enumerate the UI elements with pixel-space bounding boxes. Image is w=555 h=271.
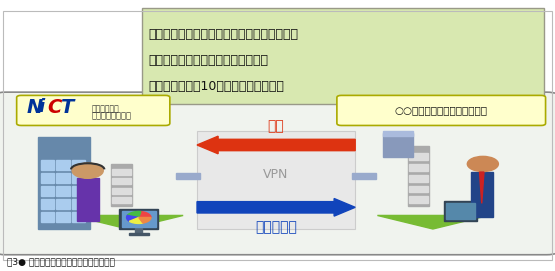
Bar [176,173,200,179]
Bar [409,175,428,182]
Bar [57,160,69,170]
Polygon shape [139,212,151,217]
FancyBboxPatch shape [0,92,555,255]
Bar [383,133,413,157]
Polygon shape [127,215,139,221]
Bar [57,173,69,183]
Text: 図3● 小規模攻撃再現環境の利用イメージ: 図3● 小規模攻撃再現環境の利用イメージ [7,257,114,266]
Circle shape [467,156,498,172]
Bar [409,186,428,192]
Text: T: T [60,98,73,117]
Bar [77,178,99,221]
Bar [129,233,149,235]
Bar [112,188,131,194]
Bar [446,203,475,219]
Bar [408,146,429,206]
FancyBboxPatch shape [142,8,544,104]
Polygon shape [480,172,484,203]
Text: ○○社セキュリティ対策チーム: ○○社セキュリティ対策チーム [395,105,488,115]
Polygon shape [129,217,143,223]
Bar [41,186,54,196]
Bar [135,228,142,234]
Bar [41,160,54,170]
Bar [41,173,54,183]
Text: 検体: 検体 [268,119,284,133]
Circle shape [72,163,103,178]
Bar [409,164,428,171]
Bar [471,172,493,217]
Bar [57,199,69,209]
Text: C: C [48,98,62,117]
Text: i: i [39,98,45,116]
Polygon shape [127,212,141,217]
Text: ・施設の利用規模および日時を予約: ・施設の利用規模および日時を予約 [149,54,269,67]
Bar [383,131,413,136]
Bar [57,186,69,196]
Text: VPN: VPN [263,168,289,181]
Bar [409,196,428,203]
Bar [72,186,85,196]
Bar [57,212,69,222]
Text: ・複数社のセキュリティ対策チームにて共用: ・複数社のセキュリティ対策チームにて共用 [149,28,299,41]
Bar [72,212,85,222]
Polygon shape [72,215,183,229]
Bar [112,169,131,175]
Bar [444,201,477,221]
Bar [197,131,355,229]
Text: 独立行政法人: 独立行政法人 [92,104,119,113]
Bar [72,160,85,170]
Text: ・１検体あたり10分程度で再現、解析: ・１検体あたり10分程度で再現、解析 [149,80,285,93]
FancyArrow shape [197,136,355,154]
Bar [72,199,85,209]
Text: N: N [27,98,43,117]
Bar [352,173,376,179]
Bar [122,211,156,227]
Bar [38,137,90,229]
FancyArrow shape [197,198,355,216]
FancyBboxPatch shape [337,95,546,125]
Bar [112,178,131,184]
Bar [72,173,85,183]
Bar [119,209,158,229]
Text: 情報通信研究機構: 情報通信研究機構 [92,111,132,120]
Bar [41,212,54,222]
Bar [41,199,54,209]
FancyBboxPatch shape [17,95,170,125]
Bar [409,153,428,160]
Bar [111,164,132,206]
Polygon shape [139,217,151,223]
Text: 観察・分析: 観察・分析 [255,220,297,234]
Bar [112,197,131,203]
Polygon shape [377,215,488,229]
